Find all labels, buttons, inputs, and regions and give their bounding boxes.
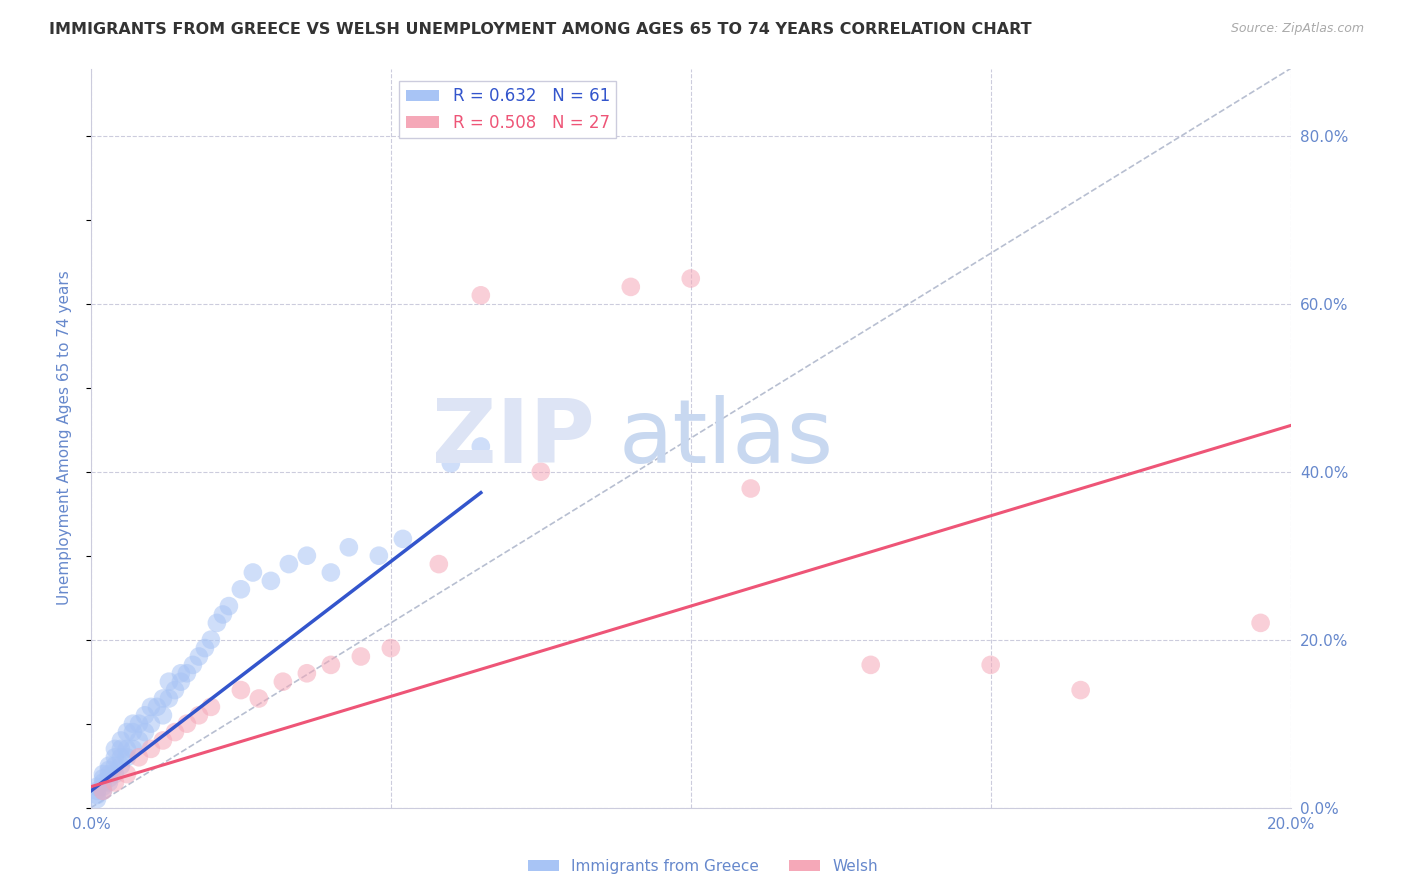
Point <box>271 674 294 689</box>
Point <box>110 733 132 747</box>
Point <box>97 775 120 789</box>
Point <box>229 582 252 597</box>
Point <box>115 767 138 781</box>
Point <box>146 699 169 714</box>
Point <box>176 716 198 731</box>
Point <box>181 657 204 672</box>
Point <box>337 541 360 555</box>
Point <box>115 725 138 739</box>
Point <box>187 708 209 723</box>
Point <box>319 657 342 672</box>
Point <box>470 288 492 302</box>
Point <box>91 784 114 798</box>
Y-axis label: Unemployment Among Ages 65 to 74 years: Unemployment Among Ages 65 to 74 years <box>58 271 72 606</box>
Point <box>104 750 127 764</box>
Point <box>86 780 108 794</box>
Point <box>277 557 299 571</box>
Point <box>218 599 240 613</box>
Point <box>104 742 127 756</box>
Point <box>86 784 108 798</box>
Point <box>115 742 138 756</box>
Point <box>152 708 174 723</box>
Point <box>440 456 463 470</box>
Text: Source: ZipAtlas.com: Source: ZipAtlas.com <box>1230 22 1364 36</box>
Point <box>128 733 150 747</box>
Point <box>104 758 127 772</box>
Point <box>319 566 342 580</box>
Point <box>152 733 174 747</box>
Point <box>260 574 283 588</box>
Point <box>295 666 318 681</box>
Point <box>86 788 108 802</box>
Point <box>980 657 1002 672</box>
Point <box>152 691 174 706</box>
Point <box>97 772 120 786</box>
Point <box>139 716 162 731</box>
Point <box>212 607 235 622</box>
Point <box>247 691 270 706</box>
Point <box>1250 615 1272 630</box>
Point <box>110 742 132 756</box>
Point <box>139 742 162 756</box>
Point <box>104 767 127 781</box>
Point <box>170 666 193 681</box>
Point <box>620 280 643 294</box>
Point <box>122 742 145 756</box>
Text: IMMIGRANTS FROM GREECE VS WELSH UNEMPLOYMENT AMONG AGES 65 TO 74 YEARS CORRELATI: IMMIGRANTS FROM GREECE VS WELSH UNEMPLOY… <box>49 22 1032 37</box>
Point <box>91 780 114 794</box>
Point <box>200 699 222 714</box>
Point <box>122 716 145 731</box>
Point <box>157 674 180 689</box>
Point <box>205 615 228 630</box>
Point <box>859 657 882 672</box>
Point <box>200 632 222 647</box>
Point <box>530 465 553 479</box>
Point <box>427 557 450 571</box>
Point <box>128 716 150 731</box>
Point <box>392 532 415 546</box>
Point <box>104 775 127 789</box>
Point <box>295 549 318 563</box>
Point <box>380 641 402 656</box>
Point <box>163 683 186 698</box>
Point <box>128 750 150 764</box>
Point <box>176 666 198 681</box>
Point <box>91 772 114 786</box>
Point <box>122 725 145 739</box>
Point <box>194 641 217 656</box>
Point <box>1070 683 1092 698</box>
Text: ZIP: ZIP <box>432 394 595 482</box>
Point <box>91 775 114 789</box>
Point <box>110 750 132 764</box>
Point <box>170 674 193 689</box>
Point <box>242 566 264 580</box>
Legend: Immigrants from Greece, Welsh: Immigrants from Greece, Welsh <box>522 853 884 880</box>
Point <box>187 649 209 664</box>
Point <box>350 649 373 664</box>
Point <box>97 758 120 772</box>
Point <box>97 763 120 777</box>
Point <box>91 767 114 781</box>
Point <box>740 482 762 496</box>
Point <box>115 750 138 764</box>
Point <box>679 271 702 285</box>
Point <box>470 440 492 454</box>
Point <box>157 691 180 706</box>
Point <box>134 708 156 723</box>
Legend: R = 0.632   N = 61, R = 0.508   N = 27: R = 0.632 N = 61, R = 0.508 N = 27 <box>399 80 616 138</box>
Point <box>134 725 156 739</box>
Text: atlas: atlas <box>619 394 834 482</box>
Point <box>367 549 389 563</box>
Point <box>139 699 162 714</box>
Point <box>110 758 132 772</box>
Point <box>86 792 108 806</box>
Point <box>97 767 120 781</box>
Point <box>229 683 252 698</box>
Point <box>163 725 186 739</box>
Point <box>91 784 114 798</box>
